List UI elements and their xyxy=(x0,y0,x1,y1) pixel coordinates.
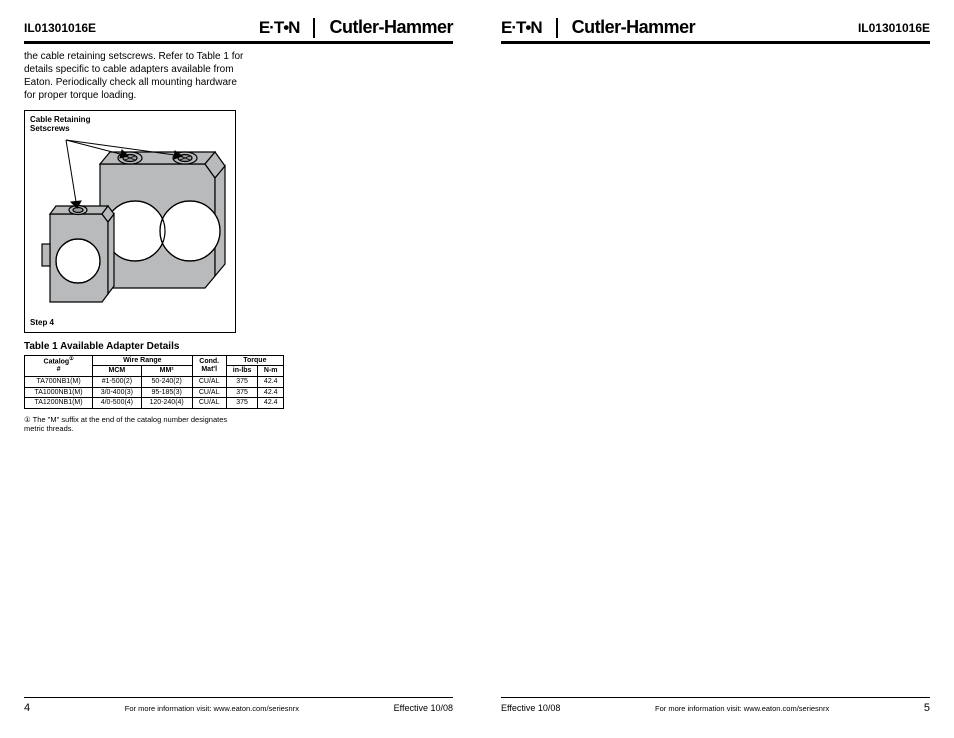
th-inlbs: in-lbs xyxy=(226,366,258,377)
footer-right: Effective 10/08 For more information vis… xyxy=(501,697,930,714)
adapter-details-table: Catalog① # Wire Range Cond. Mat'l Torque… xyxy=(24,355,284,409)
doc-id-right: IL01301016E xyxy=(858,21,930,35)
body-paragraph: the cable retaining setscrews. Refer to … xyxy=(24,50,244,102)
table-title: Table 1 Available Adapter Details xyxy=(24,341,453,352)
page-header-right: E·T•N Cutler-Hammer IL01301016E xyxy=(501,18,930,44)
figure-label: Cable Retaining Setscrews xyxy=(30,116,230,134)
table-row: TA1000NB1(M) 3/0-400(3) 95-185(3) CU/AL … xyxy=(25,387,284,398)
th-cond: Cond. Mat'l xyxy=(192,355,226,376)
page-number-right: 5 xyxy=(924,702,930,714)
doc-id-left: IL01301016E xyxy=(24,21,96,35)
step-label: Step 4 xyxy=(30,318,230,327)
brand-group-right: E·T•N Cutler-Hammer xyxy=(501,17,695,38)
eaton-logo: E·T•N xyxy=(501,18,542,38)
brand-divider-icon xyxy=(556,18,558,38)
footer-info-right: For more information visit: www.eaton.co… xyxy=(655,704,829,713)
page-right: E·T•N Cutler-Hammer IL01301016E Effectiv… xyxy=(477,0,954,738)
figure-label-line1: Cable Retaining xyxy=(30,115,90,124)
footer-effective-left: Effective 10/08 xyxy=(394,703,453,713)
th-nm: N-m xyxy=(258,366,284,377)
footer-left: 4 For more information visit: www.eaton.… xyxy=(24,697,453,714)
footer-info-left: For more information visit: www.eaton.co… xyxy=(125,704,299,713)
table-row: TA1200NB1(M) 4/0-500(4) 120-240(4) CU/AL… xyxy=(25,398,284,409)
figure-label-line2: Setscrews xyxy=(30,124,70,133)
figure-cable-retaining: Cable Retaining Setscrews xyxy=(24,110,236,333)
th-wire-range: Wire Range xyxy=(93,355,193,366)
page-number-left: 4 xyxy=(24,702,30,714)
cutler-hammer-logo: Cutler-Hammer xyxy=(572,17,696,38)
cutler-hammer-logo: Cutler-Hammer xyxy=(329,17,453,38)
th-catalog: Catalog① # xyxy=(25,355,93,376)
adapter-illustration xyxy=(30,136,230,316)
table-footnote: ① The "M" suffix at the end of the catal… xyxy=(24,415,244,433)
table-row: TA700NB1(M) #1-500(2) 50-240(2) CU/AL 37… xyxy=(25,376,284,387)
page-header-left: IL01301016E E·T•N Cutler-Hammer xyxy=(24,18,453,44)
th-mcm: MCM xyxy=(93,366,142,377)
page-left: IL01301016E E·T•N Cutler-Hammer the cabl… xyxy=(0,0,477,738)
th-torque: Torque xyxy=(226,355,283,366)
th-mm2: MM² xyxy=(141,366,192,377)
brand-group-left: E·T•N Cutler-Hammer xyxy=(259,17,453,38)
eaton-logo: E·T•N xyxy=(259,18,300,38)
footer-effective-right: Effective 10/08 xyxy=(501,703,560,713)
brand-divider-icon xyxy=(313,18,315,38)
